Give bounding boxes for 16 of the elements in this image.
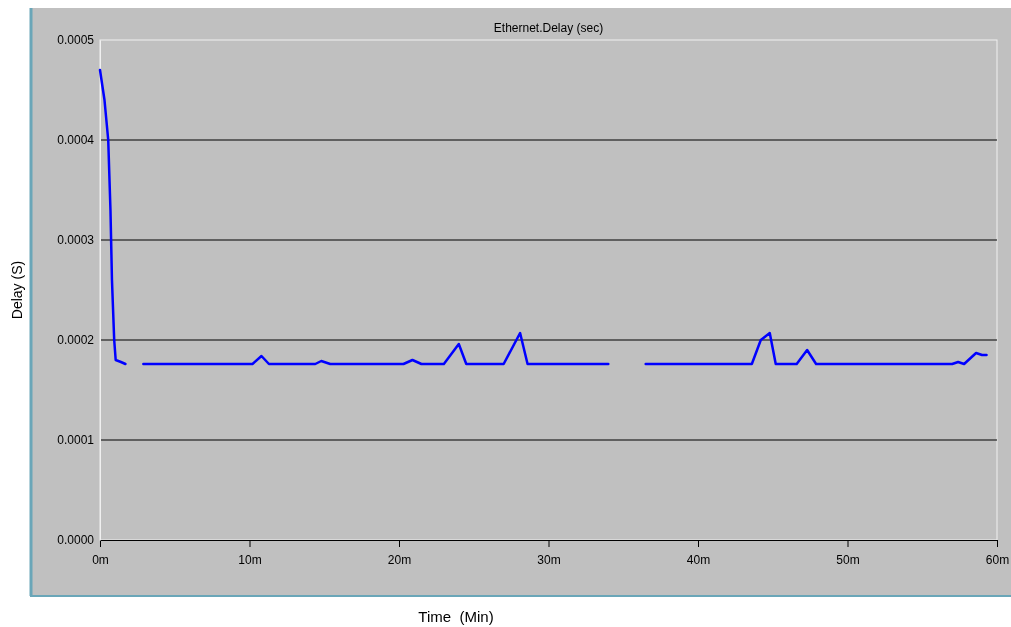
y-tick-label: 0.0001 <box>57 433 95 448</box>
chart-title: Ethernet.Delay (sec) <box>493 21 604 35</box>
x-tick-label: 40m <box>686 553 711 568</box>
y-tick-label: 0.0004 <box>57 133 95 148</box>
y-tick-label: 0.0000 <box>57 533 95 548</box>
y-tick-label: 0.0005 <box>57 33 95 48</box>
x-axis-title: Time (Min) <box>418 608 494 625</box>
y-tick-label: 0.0003 <box>57 233 95 248</box>
x-tick-label: 20m <box>387 553 412 568</box>
x-tick-label: 60m <box>985 553 1010 568</box>
y-tick-label: 0.0002 <box>57 333 95 348</box>
x-tick-label: 0m <box>92 553 109 568</box>
y-axis-title: Delay (S) <box>9 260 25 320</box>
x-tick-label: 30m <box>537 553 561 568</box>
x-tick-label: 50m <box>836 553 860 568</box>
x-tick-label: 10m <box>238 553 262 568</box>
